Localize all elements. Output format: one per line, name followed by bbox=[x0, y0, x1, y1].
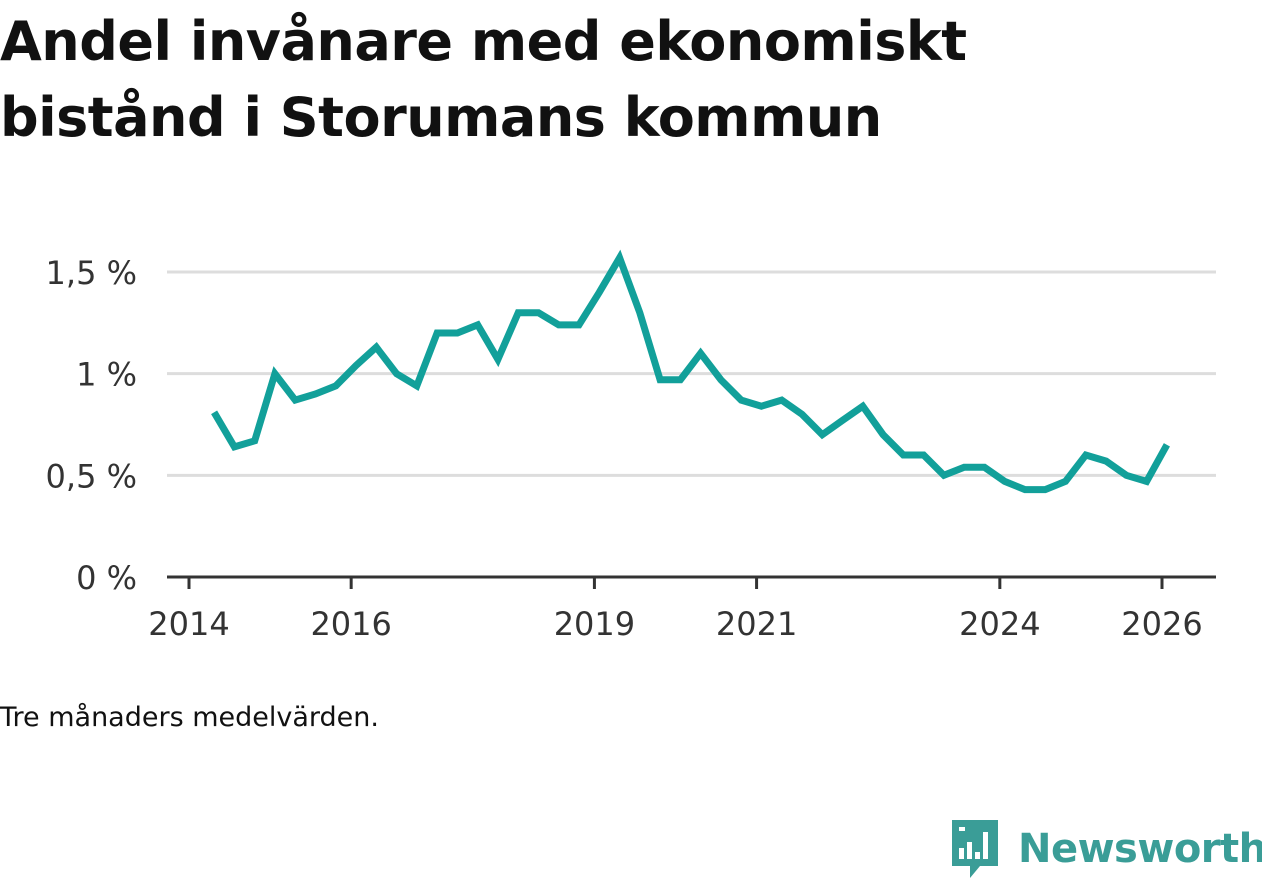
x-axis-labels: 2014 2016 2019 2021 2024 2026 bbox=[148, 605, 1202, 643]
brand[interactable]: Newsworthy bbox=[950, 818, 1262, 880]
y-tick-label: 0 % bbox=[76, 559, 137, 597]
y-tick-label: 1 % bbox=[76, 356, 137, 394]
footnote: Tre månaders medelvärden. bbox=[0, 702, 379, 733]
y-axis-labels: 0 % 0,5 % 1 % 1,5 % bbox=[46, 254, 137, 597]
newsworthy-logo-icon bbox=[952, 820, 998, 878]
x-axis bbox=[167, 575, 1216, 589]
grid-lines bbox=[167, 270, 1216, 477]
series-group bbox=[211, 249, 1170, 494]
x-tick-label: 2024 bbox=[959, 605, 1040, 643]
chart-title: Andel invånare med ekonomiskt bistånd i … bbox=[0, 10, 967, 149]
x-tick-label: 2014 bbox=[148, 605, 229, 643]
y-tick-label: 0,5 % bbox=[46, 457, 137, 495]
series-line bbox=[211, 249, 1170, 494]
x-tick-label: 2021 bbox=[716, 605, 797, 643]
x-tick-label: 2026 bbox=[1121, 605, 1202, 643]
x-tick-label: 2016 bbox=[310, 605, 391, 643]
x-tick-label: 2019 bbox=[554, 605, 635, 643]
y-tick-label: 1,5 % bbox=[46, 254, 137, 292]
brand-name: Newsworthy bbox=[1018, 826, 1262, 872]
